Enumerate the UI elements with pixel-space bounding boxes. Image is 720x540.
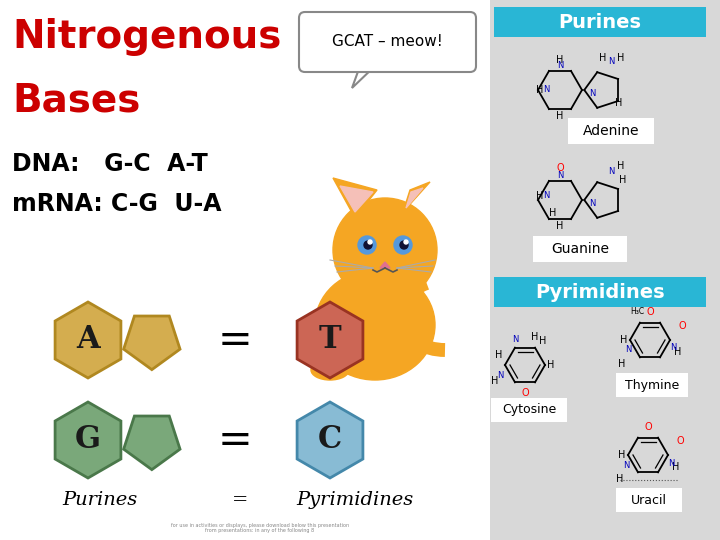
Text: H: H (557, 221, 564, 231)
Polygon shape (340, 186, 373, 212)
Ellipse shape (315, 270, 435, 380)
FancyBboxPatch shape (533, 236, 627, 262)
Text: =: = (217, 319, 253, 361)
Text: N: N (589, 90, 595, 98)
FancyBboxPatch shape (490, 0, 720, 540)
Polygon shape (124, 316, 180, 370)
Text: H: H (617, 161, 625, 171)
Text: H: H (536, 85, 544, 95)
Text: for use in activities or displays, please download below this presentation
from : for use in activities or displays, pleas… (171, 523, 349, 534)
Text: H: H (619, 175, 626, 185)
FancyBboxPatch shape (299, 12, 476, 72)
Polygon shape (352, 66, 375, 88)
Polygon shape (55, 402, 121, 478)
Text: N: N (608, 57, 614, 66)
Text: Cytosine: Cytosine (502, 403, 556, 416)
Text: H: H (621, 335, 628, 345)
Text: O: O (556, 163, 564, 173)
Text: DNA:   G-C  A-T: DNA: G-C A-T (12, 152, 208, 176)
FancyBboxPatch shape (616, 373, 688, 397)
Text: H: H (547, 360, 554, 370)
Text: H: H (491, 376, 499, 386)
Text: N: N (670, 343, 676, 353)
Text: H: H (618, 359, 626, 369)
Text: O: O (676, 436, 684, 446)
Polygon shape (297, 402, 363, 478)
Text: N: N (589, 199, 595, 208)
Text: Bases: Bases (12, 82, 140, 120)
Text: N: N (608, 167, 614, 177)
Text: H: H (549, 208, 556, 218)
Text: H: H (557, 111, 564, 121)
FancyBboxPatch shape (568, 118, 654, 144)
Text: =: = (217, 419, 253, 461)
Text: N: N (623, 461, 629, 469)
Circle shape (358, 236, 376, 254)
Text: N: N (543, 192, 549, 200)
Text: H: H (616, 474, 624, 484)
Text: H: H (675, 347, 682, 357)
Polygon shape (297, 302, 363, 378)
Text: A: A (76, 325, 100, 355)
Text: H: H (531, 332, 539, 342)
Circle shape (368, 240, 372, 244)
Text: Uracil: Uracil (631, 494, 667, 507)
Polygon shape (380, 262, 390, 268)
Polygon shape (406, 188, 423, 208)
Text: O: O (521, 388, 528, 398)
Text: Purines: Purines (559, 12, 642, 31)
Text: H: H (672, 462, 680, 472)
Text: H: H (599, 53, 607, 63)
Text: C: C (318, 424, 342, 456)
Text: Thymine: Thymine (625, 379, 679, 392)
Polygon shape (55, 302, 121, 378)
Text: Guanine: Guanine (551, 242, 609, 256)
Circle shape (394, 236, 412, 254)
Text: Purines: Purines (63, 491, 138, 509)
Polygon shape (403, 182, 430, 212)
Text: T: T (319, 325, 341, 355)
Circle shape (400, 241, 408, 249)
Text: N: N (557, 171, 563, 179)
Text: GCAT – meow!: GCAT – meow! (332, 35, 443, 50)
Text: H: H (536, 191, 544, 201)
Text: N: N (625, 346, 631, 354)
Ellipse shape (311, 360, 349, 380)
Text: H: H (618, 450, 626, 460)
Text: N: N (543, 85, 549, 94)
Polygon shape (333, 178, 377, 218)
Text: H: H (617, 53, 625, 63)
Text: H: H (557, 55, 564, 65)
Text: G: G (75, 424, 101, 456)
Text: O: O (644, 422, 652, 432)
Circle shape (333, 198, 437, 302)
Text: N: N (668, 458, 674, 468)
Text: O: O (678, 321, 686, 331)
FancyBboxPatch shape (494, 7, 706, 37)
Text: N: N (497, 370, 503, 380)
Text: Nitrogenous: Nitrogenous (12, 18, 282, 56)
Text: H: H (495, 350, 503, 360)
FancyBboxPatch shape (494, 277, 706, 307)
Text: H₃C: H₃C (630, 307, 644, 316)
Text: H: H (615, 98, 622, 108)
Text: O: O (646, 307, 654, 317)
Circle shape (404, 240, 408, 244)
Text: Pyrimidines: Pyrimidines (535, 282, 665, 301)
Text: =: = (232, 491, 248, 509)
FancyBboxPatch shape (616, 488, 682, 512)
Polygon shape (124, 416, 180, 470)
FancyBboxPatch shape (491, 398, 567, 422)
Circle shape (364, 241, 372, 249)
Text: N: N (557, 62, 563, 71)
Text: mRNA: C-G  U-A: mRNA: C-G U-A (12, 192, 222, 216)
Text: Adenine: Adenine (582, 124, 639, 138)
Text: Pyrimidines: Pyrimidines (297, 491, 413, 509)
Text: H: H (539, 336, 546, 346)
Text: N: N (512, 334, 518, 343)
